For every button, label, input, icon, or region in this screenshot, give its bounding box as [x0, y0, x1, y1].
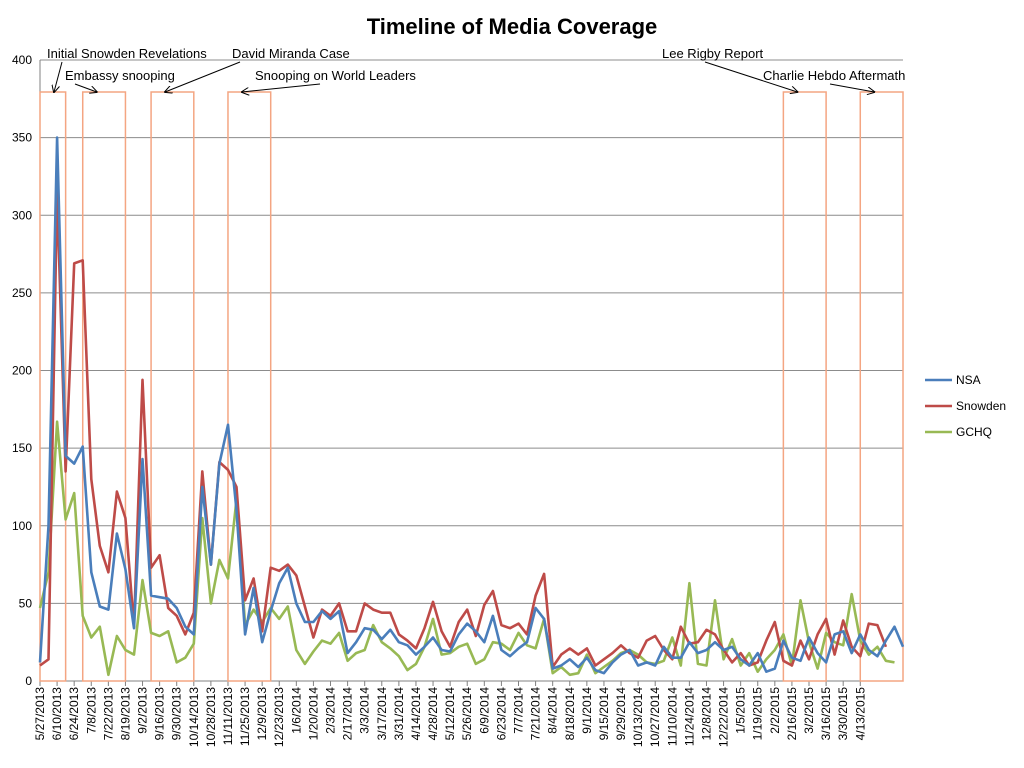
x-tick-label: 7/8/2013 [84, 687, 98, 734]
y-axis-ticks: 0 50 100 150 200 250 300 350 400 [12, 53, 32, 688]
x-tick-label: 4/13/2015 [853, 687, 867, 741]
series-line-snowden [39, 190, 888, 669]
x-tick-label: 11/25/2013 [238, 687, 252, 746]
chart-title: Timeline of Media Coverage [367, 14, 658, 39]
x-tick-label: 10/14/2013 [187, 687, 201, 747]
annotation-arrow [704, 61, 797, 92]
x-tick-label: 2/2/2015 [768, 687, 782, 734]
annotation-label: Charlie Hebdo Aftermath [763, 68, 905, 83]
x-tick-label: 3/2/2015 [802, 687, 816, 734]
x-tick-label: 9/1/2014 [580, 687, 594, 734]
legend-label-snowden: Snowden [956, 399, 1006, 413]
x-tick-label: 10/28/2013 [204, 687, 218, 747]
x-tick-label: 7/7/2014 [511, 687, 525, 734]
annotation-label: Lee Rigby Report [662, 46, 764, 61]
y-tick-label: 200 [12, 364, 32, 378]
x-tick-label: 10/13/2014 [631, 687, 645, 747]
x-tick-label: 6/23/2014 [494, 687, 508, 741]
x-tick-label: 6/10/2013 [50, 687, 64, 741]
x-tick-label: 7/21/2014 [529, 687, 543, 741]
annotation-label: Initial Snowden Revelations [47, 46, 207, 61]
annotation-box [859, 91, 904, 682]
x-tick-label: 6/9/2014 [477, 687, 491, 734]
x-tick-label: 12/22/2014 [717, 687, 731, 747]
x-tick-label: 5/26/2014 [460, 687, 474, 741]
x-tick-label: 12/23/2013 [272, 687, 286, 747]
x-tick-label: 9/2/2013 [136, 687, 150, 734]
x-tick-label: 3/30/2015 [836, 687, 850, 741]
x-tick-label: 1/5/2015 [734, 687, 748, 734]
x-tick-label: 12/9/2013 [255, 687, 269, 741]
x-tick-label: 3/17/2014 [375, 687, 389, 741]
legend: NSA Snowden GCHQ [925, 373, 1006, 439]
x-tick-label: 1/19/2015 [751, 687, 765, 741]
y-tick-label: 400 [12, 53, 32, 67]
annotation-labels: Initial Snowden Revelations Embassy snoop… [47, 46, 905, 92]
x-tick-label: 8/4/2014 [546, 687, 560, 734]
annotation-box [150, 91, 195, 682]
series-lines [38, 136, 905, 677]
x-tick-label: 3/3/2014 [358, 687, 372, 734]
x-tick-label: 2/3/2014 [324, 687, 338, 734]
x-tick-label: 9/30/2013 [170, 687, 184, 741]
y-tick-label: 250 [12, 286, 32, 300]
x-tick-label: 9/16/2013 [153, 687, 167, 741]
x-tick-label: 5/12/2014 [443, 687, 457, 741]
annotation-boxes [39, 91, 904, 682]
annotation-label: Embassy snooping [65, 68, 175, 83]
x-axis-ticks: 5/27/2013 6/10/2013 6/24/2013 7/8/2013 7/22/… [33, 681, 867, 747]
x-tick-label: 5/27/2013 [33, 687, 47, 741]
x-tick-label: 11/11/2013 [221, 687, 235, 746]
x-tick-label: 11/24/2014 [682, 687, 696, 746]
x-tick-label: 2/17/2014 [341, 687, 355, 741]
y-tick-label: 50 [19, 596, 33, 610]
x-tick-label: 4/28/2014 [426, 687, 440, 741]
x-tick-label: 12/8/2014 [699, 687, 713, 741]
x-tick-label: 10/27/2014 [648, 687, 662, 747]
annotation-arrow [54, 61, 63, 92]
annotation-arrow [165, 61, 241, 92]
annotation-arrow [74, 83, 97, 92]
annotation-label: David Miranda Case [232, 46, 350, 61]
y-tick-label: 100 [12, 519, 32, 533]
annotation-label: Snooping on World Leaders [255, 68, 416, 83]
x-tick-label: 4/14/2014 [409, 687, 423, 741]
x-tick-label: 11/10/2014 [665, 687, 679, 746]
annotation-arrow [242, 83, 321, 92]
x-tick-label: 1/20/2014 [306, 687, 320, 741]
series-line-nsa [38, 136, 905, 675]
legend-label-gchq: GCHQ [956, 425, 992, 439]
x-tick-label: 7/22/2013 [101, 687, 115, 741]
x-tick-label: 3/31/2014 [392, 687, 406, 741]
y-tick-label: 350 [12, 131, 32, 145]
x-tick-label: 2/16/2015 [785, 687, 799, 741]
x-tick-label: 8/19/2013 [118, 687, 132, 741]
x-tick-label: 3/16/2015 [819, 687, 833, 741]
x-tick-label: 9/29/2014 [614, 687, 628, 741]
x-tick-label: 6/24/2013 [67, 687, 81, 741]
annotation-box [782, 91, 827, 682]
x-tick-label: 8/18/2014 [563, 687, 577, 741]
y-tick-label: 300 [12, 208, 32, 222]
annotation-arrow [829, 83, 874, 92]
y-tick-label: 150 [12, 441, 32, 455]
x-tick-label: 1/6/2014 [289, 687, 303, 734]
annotation-box [81, 91, 127, 682]
gridlines [39, 59, 903, 682]
legend-label-nsa: NSA [956, 373, 981, 387]
x-tick-label: 9/15/2014 [597, 687, 611, 741]
series-line-gchq [38, 420, 895, 677]
y-tick-label: 0 [25, 674, 32, 688]
